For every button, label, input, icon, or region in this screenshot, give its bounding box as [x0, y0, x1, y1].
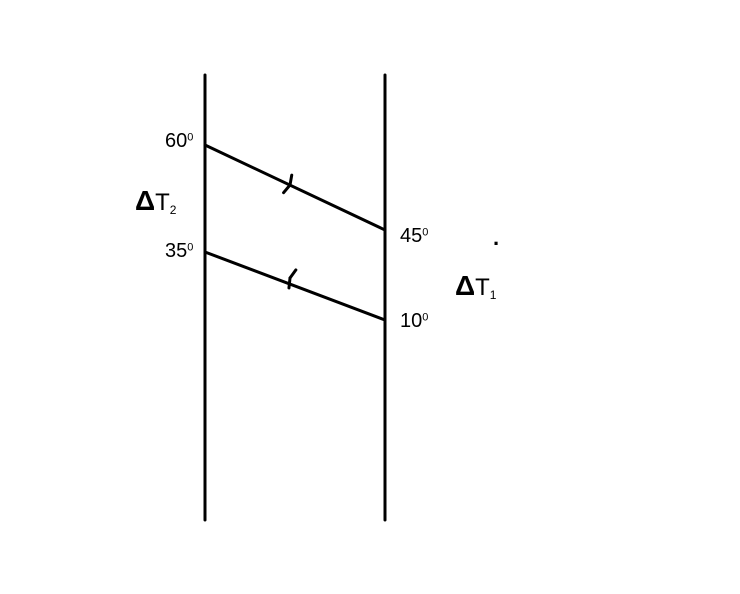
temp-label-10: 100: [400, 310, 428, 333]
delta-t1-sub: 1: [490, 288, 497, 302]
dot-mark: .: [493, 225, 499, 251]
temp-label-60: 600: [165, 130, 193, 153]
temp-label-35: 350: [165, 240, 193, 263]
delta-t1-T: T: [475, 274, 490, 301]
temp-45-deg: 0: [422, 227, 428, 239]
temp-10-value: 10: [400, 310, 422, 332]
delta-t2-tri: Δ: [135, 185, 155, 216]
delta-t2-sub: 2: [170, 203, 177, 217]
temp-35-value: 35: [165, 240, 187, 262]
delta-t2-T: T: [155, 189, 170, 216]
dot-char: .: [493, 225, 499, 250]
temp-45-value: 45: [400, 225, 422, 247]
temp-35-deg: 0: [187, 242, 193, 254]
temp-label-45: 450: [400, 225, 428, 248]
delta-t2-label: ΔT2: [135, 185, 176, 217]
delta-t1-tri: Δ: [455, 270, 475, 301]
temp-60-value: 60: [165, 130, 187, 152]
temp-10-deg: 0: [422, 312, 428, 324]
delta-t1-label: ΔT1: [455, 270, 496, 302]
temp-60-deg: 0: [187, 132, 193, 144]
